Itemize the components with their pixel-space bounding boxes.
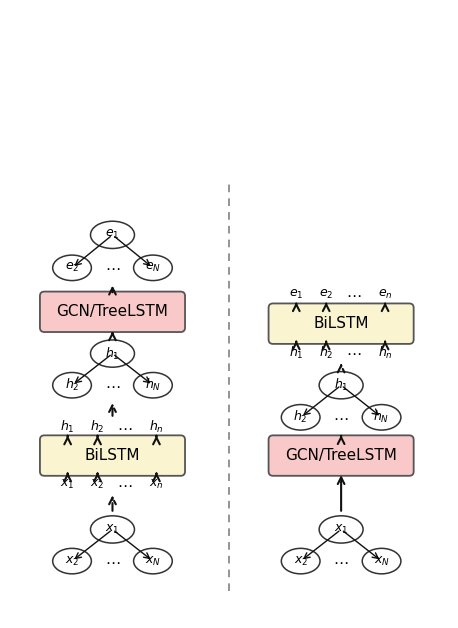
Text: $\cdots$: $\cdots$ [346, 287, 361, 301]
Text: $x_2$: $x_2$ [65, 555, 79, 568]
Text: $h_1$: $h_1$ [334, 377, 349, 393]
FancyBboxPatch shape [268, 303, 414, 344]
FancyBboxPatch shape [268, 435, 414, 476]
Ellipse shape [134, 255, 172, 281]
Ellipse shape [281, 548, 320, 574]
Text: $h_2$: $h_2$ [65, 377, 79, 393]
Ellipse shape [362, 548, 401, 574]
Text: $x_1$: $x_1$ [60, 478, 75, 491]
Text: $e_1$: $e_1$ [105, 229, 120, 241]
Text: $\cdots$: $\cdots$ [333, 554, 349, 568]
Text: GCN/TreeLSTM: GCN/TreeLSTM [285, 448, 397, 463]
Text: $\cdots$: $\cdots$ [105, 261, 120, 275]
Text: $x_1$: $x_1$ [334, 523, 349, 536]
Ellipse shape [319, 372, 363, 399]
Text: BiLSTM: BiLSTM [85, 448, 140, 463]
Text: $x_1$: $x_1$ [105, 523, 120, 536]
Text: $h_2$: $h_2$ [90, 420, 105, 435]
Text: $x_N$: $x_N$ [145, 555, 161, 568]
Text: $e_n$: $e_n$ [378, 288, 393, 301]
Text: $x_n$: $x_n$ [149, 478, 164, 491]
Text: $e_2$: $e_2$ [65, 261, 79, 274]
Text: $e_2$: $e_2$ [319, 288, 333, 301]
Text: $h_N$: $h_N$ [373, 409, 390, 425]
Ellipse shape [53, 548, 92, 574]
Ellipse shape [53, 255, 92, 281]
Ellipse shape [91, 516, 135, 543]
Ellipse shape [134, 372, 172, 398]
Ellipse shape [319, 516, 363, 543]
Text: $h_2$: $h_2$ [294, 409, 308, 425]
Ellipse shape [134, 548, 172, 574]
Text: BiLSTM: BiLSTM [313, 316, 369, 331]
Text: $\cdots$: $\cdots$ [117, 477, 132, 492]
Ellipse shape [91, 221, 135, 249]
Text: $\cdots$: $\cdots$ [105, 554, 120, 568]
Text: $h_1$: $h_1$ [60, 420, 75, 435]
Ellipse shape [53, 372, 92, 398]
Text: $h_n$: $h_n$ [378, 345, 393, 360]
Text: $h_N$: $h_N$ [145, 377, 161, 393]
Text: $h_n$: $h_n$ [149, 420, 164, 435]
Text: $x_2$: $x_2$ [294, 555, 308, 568]
Text: $e_N$: $e_N$ [145, 261, 161, 274]
Text: $x_N$: $x_N$ [374, 555, 390, 568]
Text: $e_1$: $e_1$ [289, 288, 304, 301]
Ellipse shape [91, 340, 135, 367]
Text: $x_2$: $x_2$ [90, 478, 105, 491]
Ellipse shape [281, 404, 320, 430]
Text: $h_2$: $h_2$ [319, 345, 333, 360]
Text: $h_1$: $h_1$ [105, 345, 120, 362]
Text: $h_1$: $h_1$ [289, 345, 304, 360]
Text: $\cdots$: $\cdots$ [117, 420, 132, 435]
FancyBboxPatch shape [40, 291, 185, 332]
Text: GCN/TreeLSTM: GCN/TreeLSTM [56, 305, 169, 319]
Text: $\cdots$: $\cdots$ [346, 345, 361, 360]
Text: $\cdots$: $\cdots$ [333, 410, 349, 425]
FancyBboxPatch shape [40, 435, 185, 476]
Ellipse shape [362, 404, 401, 430]
Text: $\cdots$: $\cdots$ [105, 377, 120, 392]
